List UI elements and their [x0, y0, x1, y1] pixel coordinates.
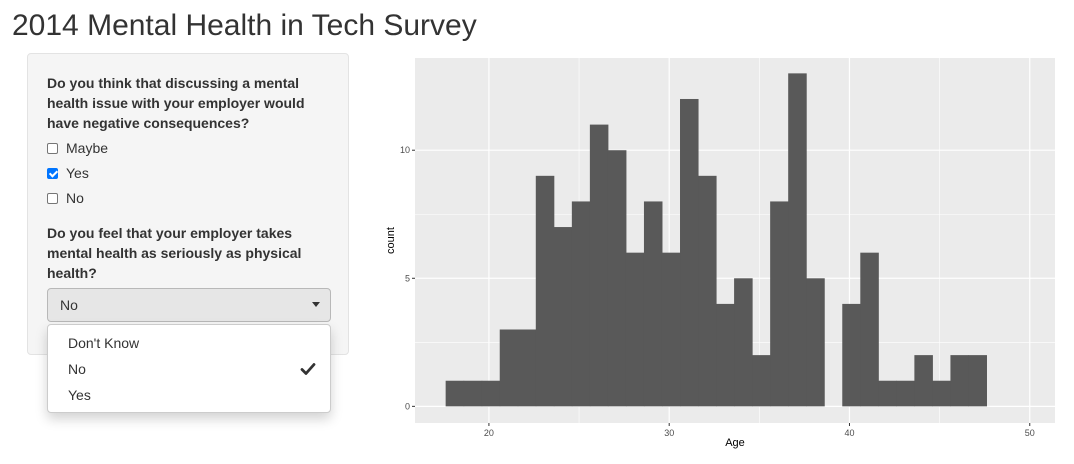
histogram-bar	[932, 380, 951, 407]
question-consequences-label: Do you think that discussing a mental he…	[47, 75, 305, 131]
x-tick-label: 40	[844, 428, 854, 438]
dropdown-option-label[interactable]: No	[68, 361, 86, 377]
histogram-bar	[896, 380, 915, 407]
age-histogram: 20 30 40 50 0 5 10 Age count	[360, 44, 1074, 459]
histogram-bar	[716, 303, 735, 407]
dropdown-option-dont-know[interactable]: Don't Know	[48, 330, 330, 356]
checkbox-maybe[interactable]: Maybe	[47, 138, 108, 158]
sidebar-panel: Do you think that discussing a mental he…	[27, 53, 349, 355]
checkbox-no-box[interactable]	[47, 192, 58, 204]
histogram-bar	[734, 278, 753, 407]
y-axis-label: count	[385, 227, 397, 254]
question-seriousness-label: Do you feel that your employer takes men…	[47, 225, 302, 281]
histogram-bar	[752, 355, 771, 407]
histogram-bar	[517, 329, 537, 407]
histogram-bar	[661, 252, 681, 407]
histogram-bar	[625, 252, 645, 407]
histogram-bars	[445, 73, 987, 407]
checkbox-no-label[interactable]: No	[66, 190, 84, 206]
histogram-bar	[842, 303, 861, 407]
histogram-bar	[571, 201, 591, 407]
histogram-bar	[680, 98, 699, 407]
age-histogram-svg: 20 30 40 50 0 5 10 Age count	[385, 58, 1055, 449]
histogram-bar	[878, 380, 897, 407]
seriousness-select-value[interactable]: No	[60, 297, 78, 313]
histogram-bar	[968, 355, 987, 407]
histogram-bar	[770, 201, 789, 407]
y-tick-label: 5	[405, 273, 410, 283]
x-axis-label: Age	[725, 437, 745, 449]
y-tick-label: 0	[405, 401, 410, 411]
x-tick-label: 20	[484, 428, 494, 438]
dropdown-option-no[interactable]: No	[48, 356, 330, 382]
histogram-bar	[589, 124, 609, 407]
histogram-bar	[535, 175, 555, 407]
axis-ticks: 20 30 40 50 0 5 10	[400, 145, 1035, 438]
page-title: 2014 Mental Health in Tech Survey	[12, 9, 477, 42]
histogram-bar	[914, 355, 933, 407]
histogram-bar	[788, 73, 807, 407]
dropdown-option-label[interactable]: Don't Know	[68, 335, 140, 351]
histogram-bar	[607, 150, 627, 407]
checkbox-no[interactable]: No	[47, 188, 84, 208]
x-tick-label: 30	[664, 428, 674, 438]
dropdown-option-yes[interactable]: Yes	[48, 382, 330, 408]
histogram-bar	[445, 380, 465, 407]
histogram-bar	[860, 252, 879, 407]
histogram-bar	[481, 380, 501, 407]
checkbox-yes-box[interactable]	[47, 167, 58, 179]
histogram-bar	[950, 355, 969, 407]
histogram-bar	[463, 380, 483, 407]
checkbox-yes[interactable]: Yes	[47, 163, 89, 183]
x-tick-label: 50	[1025, 428, 1035, 438]
dropdown-option-label[interactable]: Yes	[68, 387, 91, 403]
checkbox-maybe-box[interactable]	[47, 142, 58, 154]
check-icon	[300, 363, 316, 375]
histogram-bar	[499, 329, 519, 407]
histogram-bar	[643, 201, 663, 407]
checkbox-maybe-label[interactable]: Maybe	[66, 140, 109, 156]
caret-down-icon[interactable]	[312, 302, 320, 307]
histogram-bar	[806, 278, 825, 407]
seriousness-dropdown-menu: Don't Know No Yes	[47, 324, 331, 413]
checkbox-yes-label[interactable]: Yes	[66, 165, 89, 181]
histogram-bar	[698, 175, 717, 407]
seriousness-select[interactable]: No	[47, 288, 331, 322]
histogram-bar	[553, 227, 573, 407]
y-tick-label: 10	[400, 145, 410, 155]
